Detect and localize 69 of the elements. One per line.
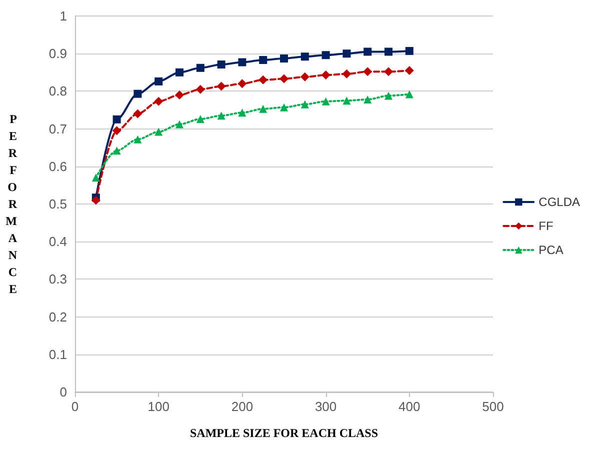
point	[196, 115, 204, 124]
point	[384, 48, 392, 56]
point	[238, 108, 246, 117]
point	[134, 135, 142, 144]
point	[217, 112, 226, 120]
point	[405, 90, 414, 98]
point	[92, 174, 100, 182]
legend-label: CGLDA	[538, 195, 580, 209]
x-tick-label: 300	[314, 399, 337, 414]
point	[176, 120, 184, 128]
point	[300, 52, 309, 61]
y-tick-label: 0.3	[48, 272, 67, 287]
point	[196, 84, 205, 94]
y-tick-label: 0.5	[48, 196, 67, 212]
y-tick-label: 0.4	[48, 234, 67, 250]
point	[238, 58, 246, 66]
point	[322, 51, 330, 60]
point	[342, 69, 352, 78]
point	[384, 67, 393, 76]
x-tick-label: 400	[398, 399, 420, 414]
point	[404, 66, 414, 76]
legend-label: PCA	[538, 243, 564, 257]
y-tick-label: 0.2	[48, 309, 67, 324]
point	[154, 77, 163, 86]
point	[112, 146, 121, 155]
point	[405, 46, 414, 55]
legend-label: FF	[538, 219, 554, 233]
point	[342, 96, 351, 105]
point	[280, 54, 288, 62]
y-tick-label: 0	[60, 384, 67, 400]
point	[280, 103, 288, 112]
point	[321, 70, 330, 80]
point	[258, 75, 268, 84]
y-tick-label: 0.1	[48, 346, 67, 362]
point	[176, 68, 184, 76]
point	[300, 72, 310, 82]
point	[175, 90, 184, 100]
point	[196, 64, 204, 72]
point	[259, 104, 268, 113]
point	[112, 115, 121, 124]
point	[342, 50, 351, 58]
point	[384, 92, 392, 100]
y-tick-label: 0.6	[48, 158, 67, 174]
point	[322, 97, 330, 106]
x-tick-label: 100	[148, 399, 170, 414]
point	[112, 126, 122, 136]
y-tick-label: 0.8	[48, 84, 67, 99]
point	[280, 74, 288, 84]
text: PERFORMANCE	[6, 112, 17, 296]
point	[217, 60, 226, 69]
x-tick-label: 0	[71, 399, 79, 414]
y-tick-label: 0.7	[48, 121, 67, 136]
x-tick-label: 200	[231, 399, 254, 414]
point	[133, 109, 142, 118]
point	[259, 56, 268, 64]
y-tick-label: 0.9	[48, 46, 67, 62]
point	[363, 67, 372, 76]
point	[91, 196, 100, 205]
point	[134, 90, 142, 98]
point	[238, 79, 247, 88]
point	[364, 95, 372, 104]
point	[154, 128, 163, 136]
point	[364, 48, 372, 56]
point	[216, 82, 226, 91]
x-tick-label: 500	[482, 399, 504, 414]
point	[154, 96, 164, 106]
y-tick-label: 1	[60, 8, 67, 24]
x-axis-title: SAMPLE SIZE FOR EACH CLASS	[190, 426, 378, 440]
point	[300, 100, 309, 108]
